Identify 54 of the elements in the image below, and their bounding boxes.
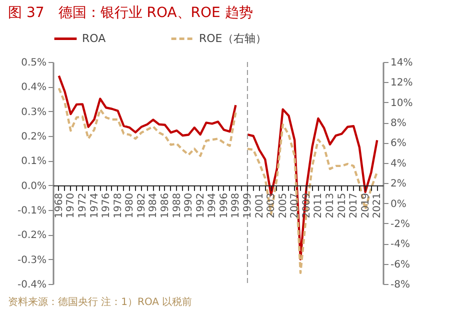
y2-tick-label: 6% [390, 138, 406, 150]
y2-tick-label: -2% [390, 218, 410, 230]
x-tick-label: 2015 [336, 192, 348, 218]
y2-tick-label: 12% [390, 78, 413, 89]
x-tick-label: 1988 [172, 192, 183, 218]
y-tick-label: 0.4% [21, 82, 46, 94]
y-tick-label: -0.1% [17, 206, 46, 216]
y-tick-label: 0.0% [21, 180, 46, 192]
x-tick-label: 2001 [254, 192, 266, 218]
y2-tick-label: 10% [390, 98, 413, 109]
x-tick-label: 1994 [207, 192, 218, 218]
text: 资料来源：德国央行 注：1）ROA 以税前 [8, 296, 192, 308]
x-tick-label: 1976 [101, 192, 112, 218]
y2-tick-label: 8% [390, 118, 406, 130]
x-tick-label: 1992 [195, 192, 206, 218]
x-tick-label: 1980 [124, 192, 136, 218]
x-tick-label: 2017 [348, 192, 360, 218]
y-tick-label: -0.3% [17, 254, 46, 266]
x-tick-label: 1990 [184, 192, 195, 218]
y2-tick-label: -4% [390, 239, 410, 250]
x-tick-label: 1999 [242, 192, 254, 218]
y-tick-label: -0.4% [17, 280, 46, 290]
y-tick-label: -0.2% [17, 230, 46, 242]
x-tick-label: 2003 [266, 192, 278, 218]
y2-tick-label: -6% [390, 259, 410, 270]
x-tick-label: 1978 [112, 192, 124, 218]
chart-title: 图 37 德国：银行业 ROA、ROE 趋势 [8, 5, 253, 21]
x-tick-label: 2007 [290, 192, 301, 218]
x-tick-label: 1996 [218, 192, 230, 218]
x-tick-label: 1974 [89, 192, 100, 218]
x-tick-label: 1968 [54, 192, 65, 218]
x-tick-label: 1986 [160, 192, 171, 218]
legend-label: ROA [82, 32, 106, 45]
y2-tick-label: 2% [390, 178, 406, 190]
x-tick-label: 1982 [136, 192, 148, 218]
y-tick-label: 0.2% [21, 132, 46, 142]
x-tick-label: 1998 [230, 192, 242, 218]
x-tick-label: 1970 [66, 192, 77, 218]
y-tick-label: 0.5% [21, 58, 46, 68]
x-tick-label: 2011 [313, 192, 324, 218]
y-tick-label: 0.3% [21, 106, 46, 118]
y2-tick-label: -8% [390, 280, 410, 290]
y-tick-label: 0.1% [21, 156, 46, 168]
x-tick-label: 2021 [372, 192, 384, 218]
y2-tick-label: 14% [390, 58, 413, 68]
y2-tick-label: 4% [390, 158, 406, 170]
x-tick-label: 2019 [360, 192, 372, 218]
x-tick-label: 1972 [77, 192, 88, 218]
x-tick-label: 2009 [301, 192, 312, 218]
x-tick-label: 2005 [278, 192, 289, 218]
y2-tick-label: 0% [390, 198, 406, 210]
x-tick-label: 1984 [148, 192, 160, 218]
x-tick-label: 2013 [324, 192, 336, 218]
legend-label: ROE（右轴） [199, 32, 266, 45]
